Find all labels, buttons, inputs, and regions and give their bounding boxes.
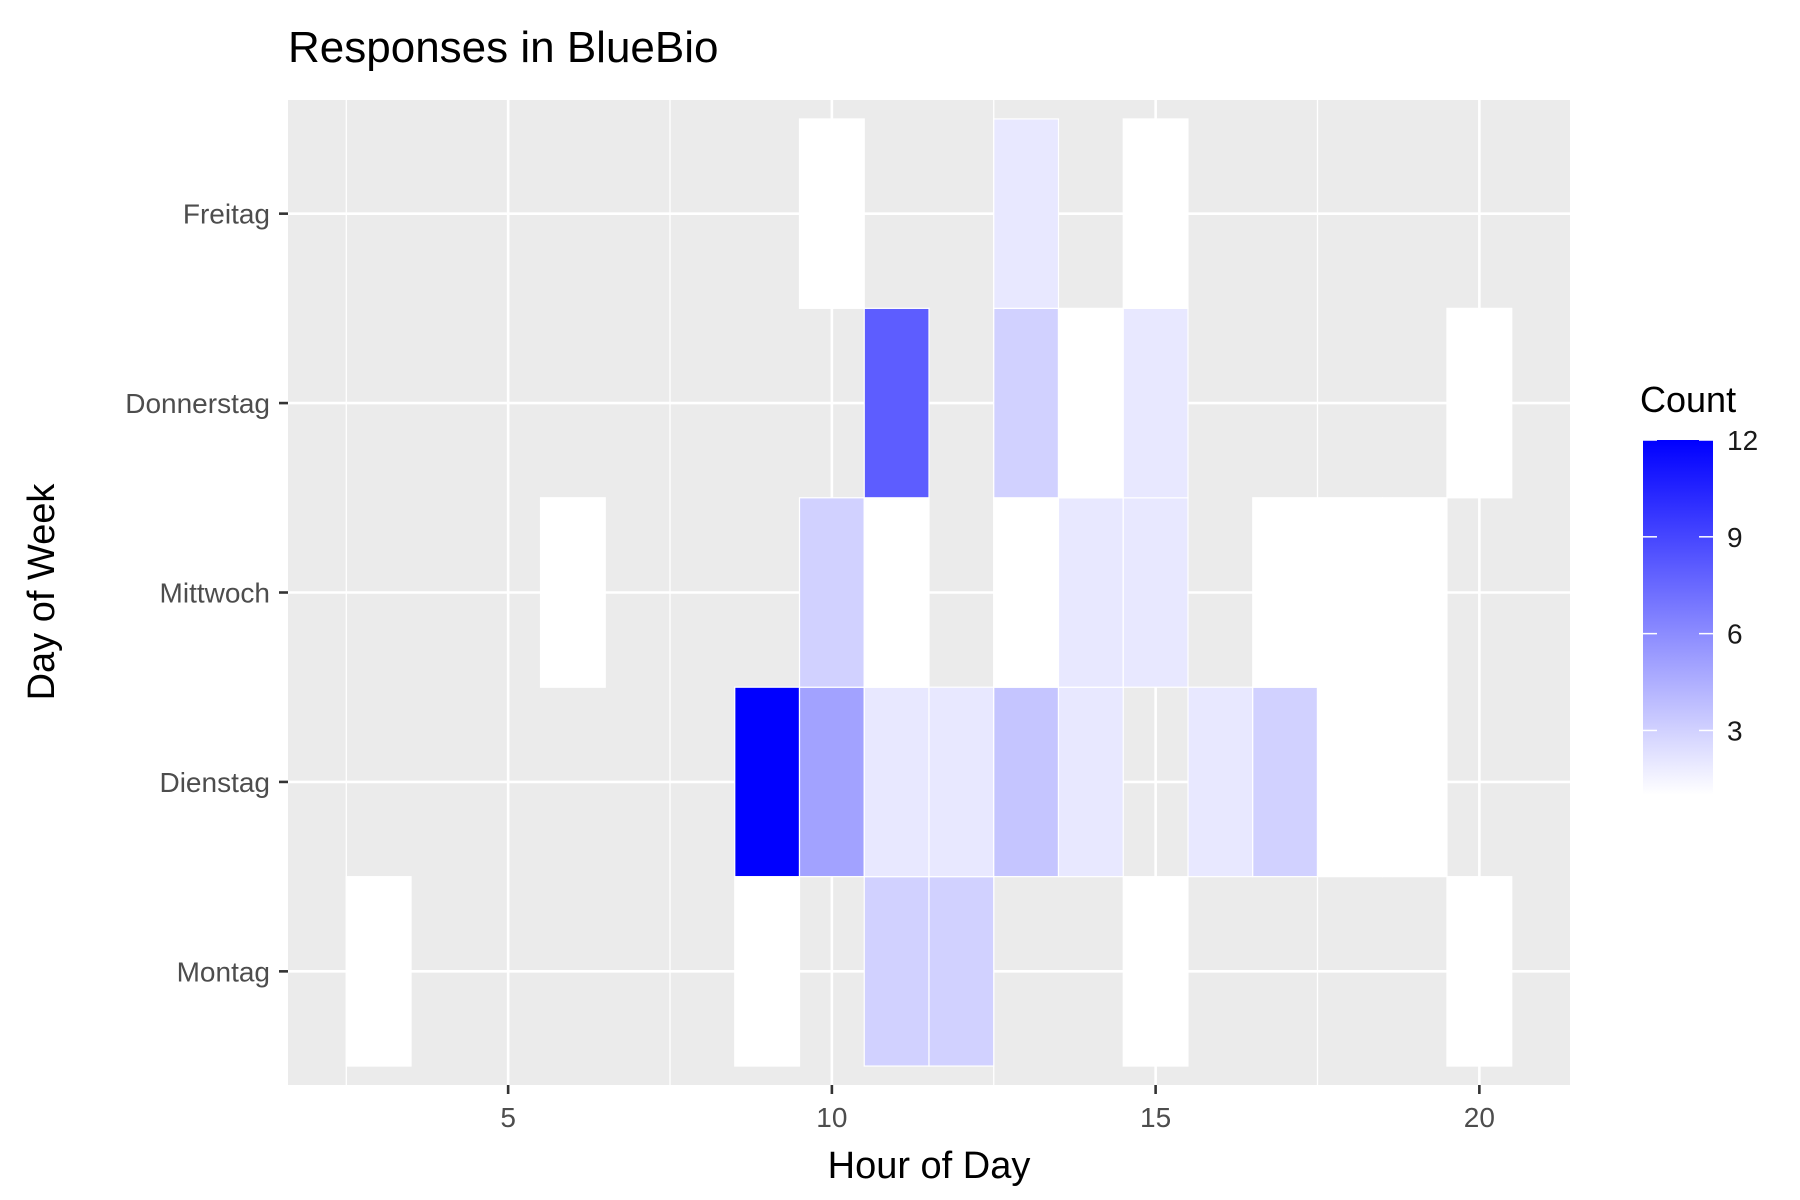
heatmap-cell bbox=[1057, 686, 1124, 878]
x-tick-label: 15 bbox=[1140, 1102, 1171, 1133]
y-tick-label: Mittwoch bbox=[160, 578, 270, 609]
y-tick-label: Dienstag bbox=[159, 767, 270, 798]
heatmap-cell bbox=[1446, 307, 1513, 499]
x-tick-label: 20 bbox=[1464, 1102, 1495, 1133]
heatmap-cell bbox=[1122, 497, 1189, 688]
x-axis: 5 10 15 20 bbox=[500, 1085, 1495, 1133]
y-axis-title: Day of Week bbox=[21, 483, 63, 701]
y-tick-label: Donnerstag bbox=[125, 388, 270, 419]
heatmap-cell bbox=[863, 307, 930, 499]
heatmap-cell bbox=[1381, 686, 1448, 878]
heatmap-cell bbox=[734, 876, 801, 1067]
legend-tick-label: 3 bbox=[1727, 715, 1743, 746]
legend-tick-label: 6 bbox=[1727, 619, 1743, 650]
heatmap-cell bbox=[798, 118, 865, 309]
legend-colorbar bbox=[1643, 440, 1713, 795]
heatmap-cell bbox=[863, 686, 930, 878]
heatmap-cell bbox=[734, 686, 801, 878]
heatmap-cell bbox=[993, 686, 1060, 878]
heatmap-cell bbox=[798, 686, 865, 878]
heatmap-cell bbox=[1187, 686, 1254, 878]
y-axis: Montag Dienstag Mittwoch Donnerstag Freitag bbox=[125, 199, 288, 987]
heatmap-cell bbox=[1316, 497, 1383, 688]
heatmap-cell bbox=[1316, 686, 1383, 878]
y-tick-label: Montag bbox=[177, 956, 270, 987]
x-axis-title: Hour of Day bbox=[828, 1145, 1031, 1187]
chart-title: Responses in BlueBio bbox=[288, 23, 718, 72]
x-tick-label: 10 bbox=[816, 1102, 847, 1133]
heatmap-cell bbox=[928, 876, 995, 1067]
heatmap-cell bbox=[1381, 497, 1448, 688]
heatmap-cell bbox=[1252, 686, 1319, 878]
y-tick-label: Freitag bbox=[183, 199, 270, 230]
heatmap-cell bbox=[1446, 876, 1513, 1067]
color-legend: Count 3 6 9 12 bbox=[1640, 379, 1758, 795]
heatmap-cells bbox=[345, 118, 1513, 1067]
heatmap-cell bbox=[863, 876, 930, 1067]
heatmap-cell bbox=[1057, 307, 1124, 499]
legend-ticks: 3 6 9 12 bbox=[1643, 425, 1758, 746]
heatmap-cell bbox=[1122, 307, 1189, 499]
heatmap-cell bbox=[1122, 118, 1189, 309]
heatmap-cell bbox=[1252, 497, 1319, 688]
legend-tick-label: 12 bbox=[1727, 425, 1758, 456]
heatmap-cell bbox=[798, 497, 865, 688]
heatmap-cell bbox=[928, 686, 995, 878]
legend-title: Count bbox=[1640, 379, 1736, 420]
heatmap-cell bbox=[1057, 497, 1124, 688]
heatmap-cell bbox=[345, 876, 412, 1067]
heatmap-cell bbox=[1122, 876, 1189, 1067]
heatmap-cell bbox=[863, 497, 930, 688]
legend-tick-label: 9 bbox=[1727, 522, 1743, 553]
heatmap-cell bbox=[993, 118, 1060, 309]
x-tick-label: 5 bbox=[500, 1102, 516, 1133]
heatmap-cell bbox=[993, 497, 1060, 688]
heatmap-cell bbox=[993, 307, 1060, 499]
heatmap-cell bbox=[539, 497, 606, 688]
